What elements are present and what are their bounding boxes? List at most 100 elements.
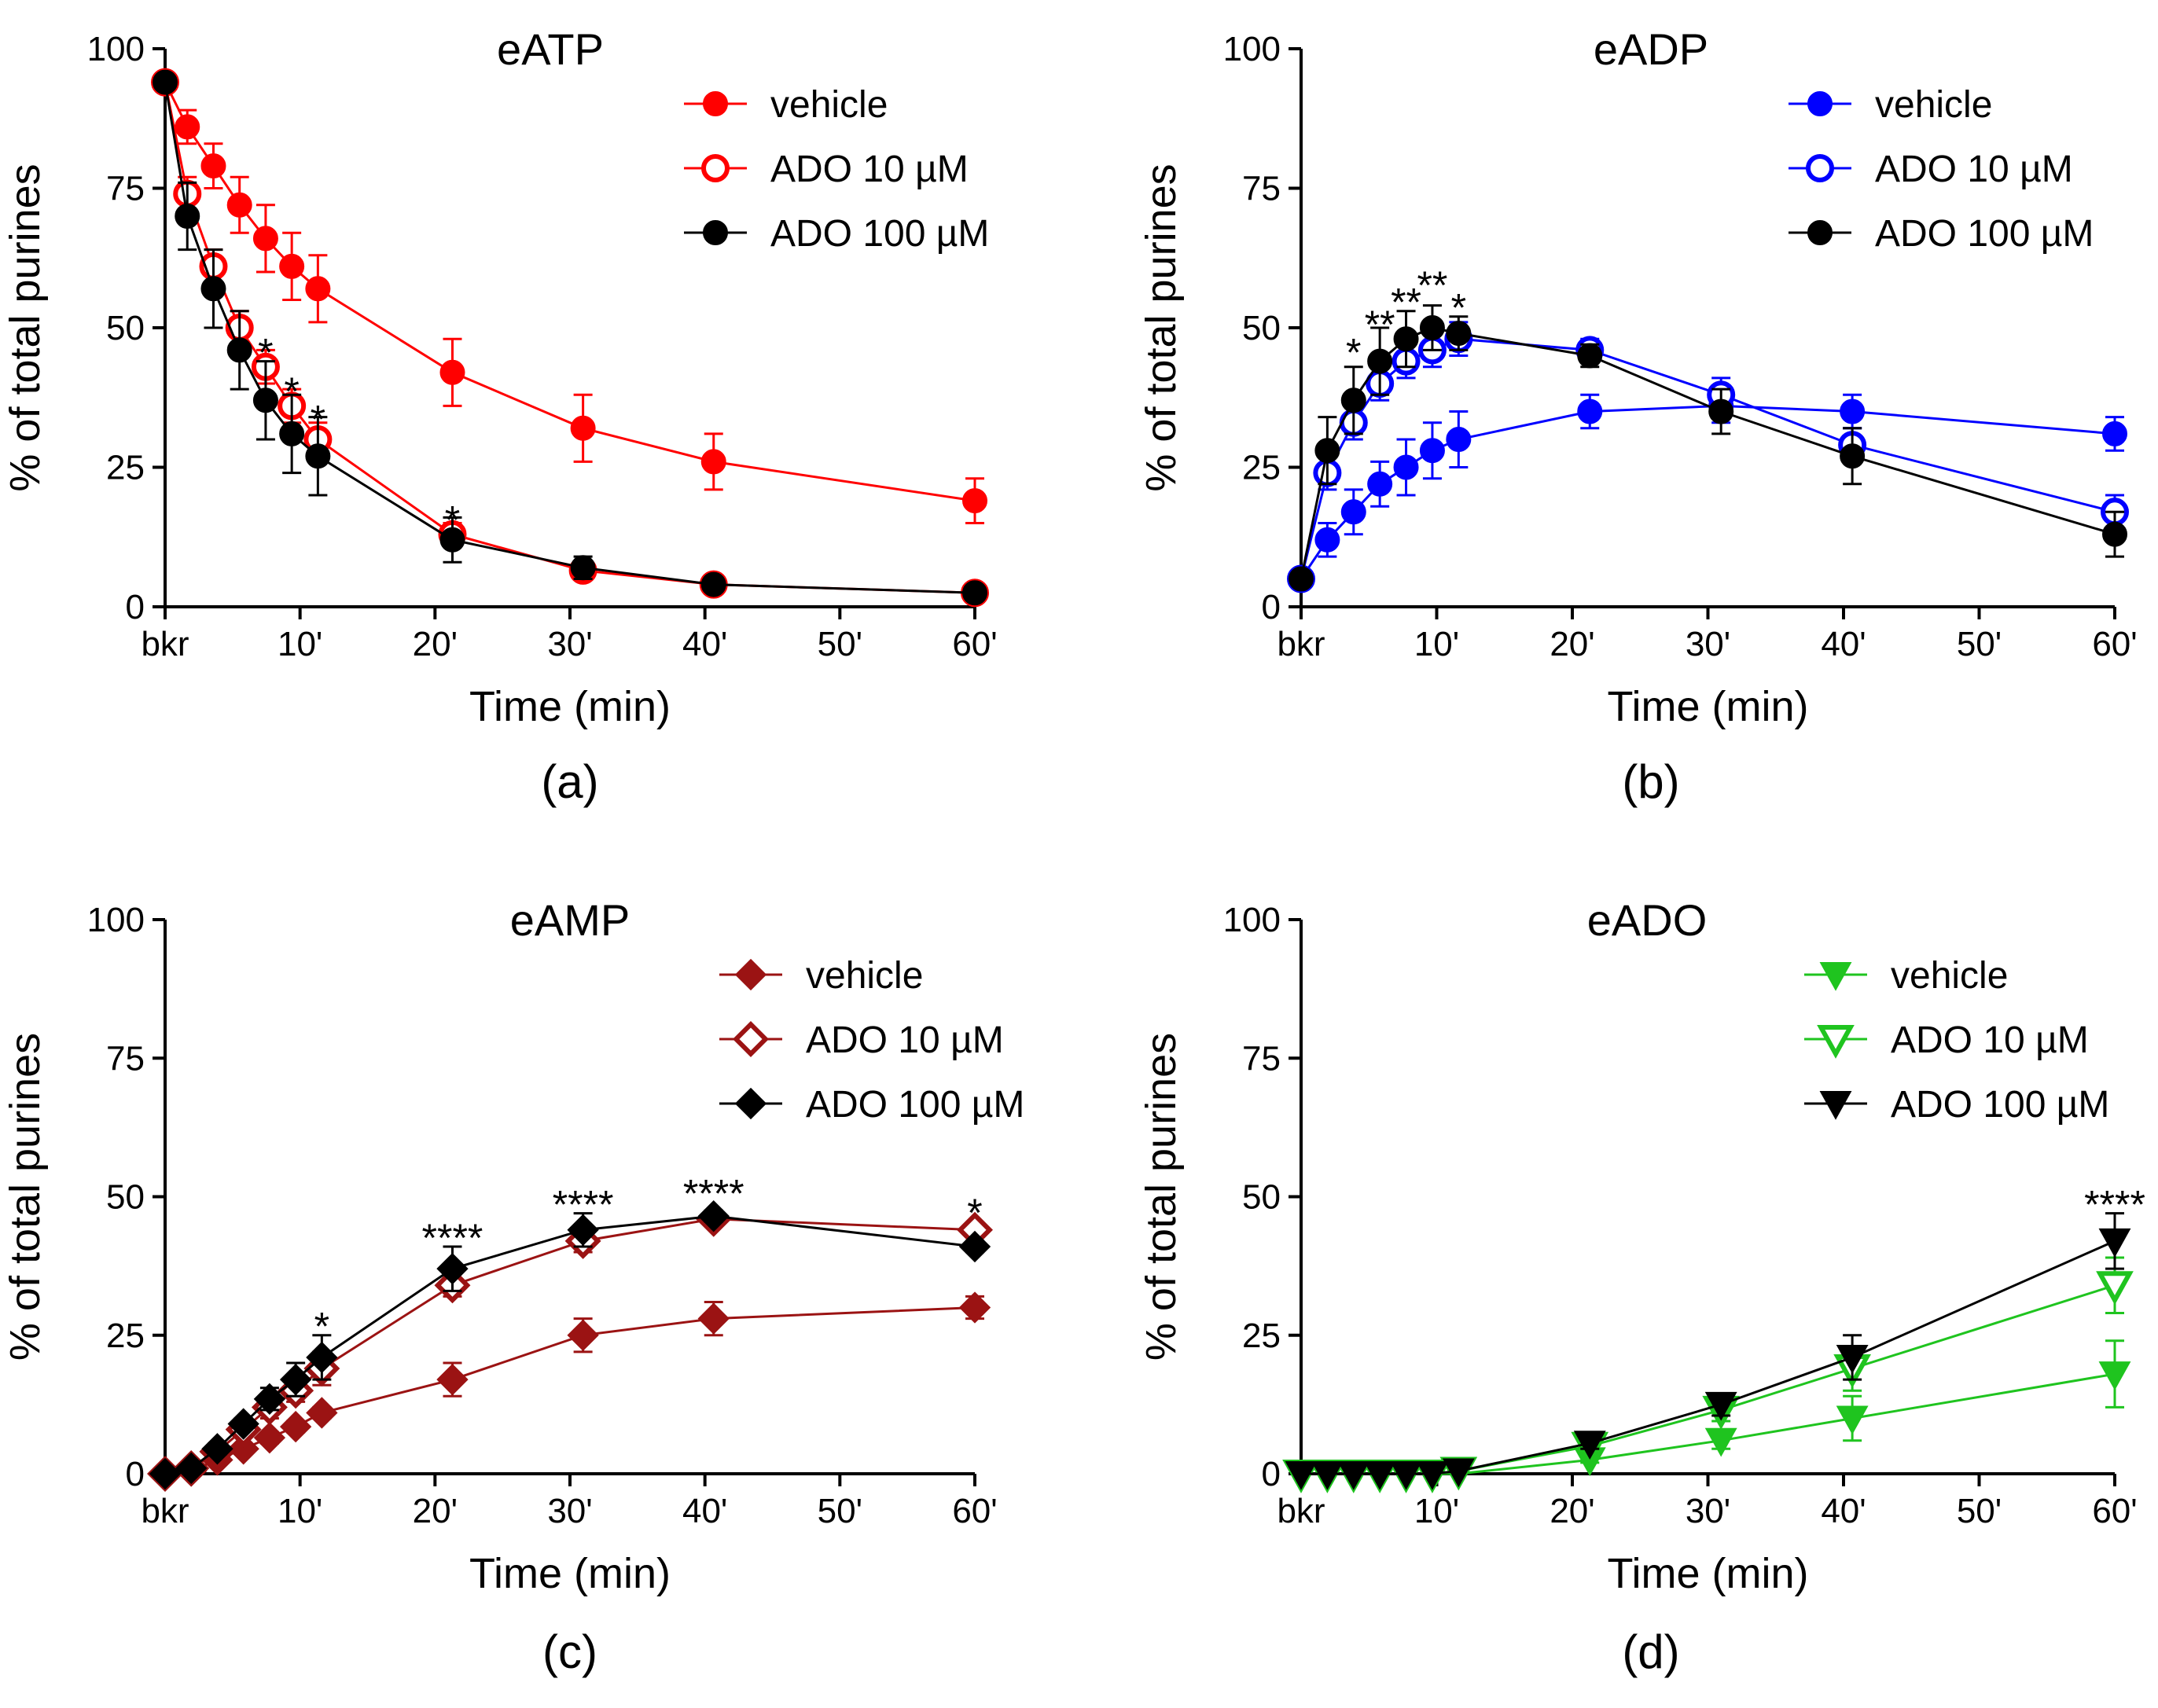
- data-point: [227, 1433, 259, 1465]
- x-tick-label: 30': [1686, 1492, 1730, 1530]
- data-point: [697, 1302, 730, 1335]
- x-axis-label: Time (min): [469, 683, 671, 730]
- series-line: [164, 1218, 976, 1475]
- y-tick-label: 75: [1242, 170, 1281, 208]
- legend-label: ADO 100 µM: [1875, 213, 2094, 255]
- legend-marker: [1819, 962, 1852, 991]
- chart-title: eATP: [497, 24, 604, 74]
- legend-marker: [701, 154, 730, 182]
- x-tick-label: 50': [818, 625, 862, 663]
- data-point: [700, 571, 726, 597]
- data-point: [305, 276, 331, 302]
- y-tick-label: 25: [1242, 449, 1281, 487]
- y-tick-label: 75: [106, 1039, 145, 1078]
- x-tick-label: bkr: [1277, 1492, 1325, 1530]
- y-tick-label: 100: [1223, 30, 1281, 68]
- data-point: [958, 1291, 991, 1324]
- series-line: [1301, 1284, 2116, 1475]
- y-tick-label: 75: [106, 170, 145, 208]
- chart-panel-d: 0 25 50 75 100 bkr 10' 20' 30' 40' 50' 60' Time (min…: [1138, 895, 2145, 1678]
- data-point: [306, 1341, 338, 1374]
- data-point: [1289, 566, 1314, 592]
- significance-label: *: [1451, 286, 1466, 330]
- legend-marker: [703, 91, 728, 116]
- data-point: [1446, 321, 1472, 347]
- legend-label: vehicle: [1891, 955, 2008, 997]
- x-tick-label: 50': [818, 1492, 862, 1530]
- panel-label: (b): [1622, 755, 1679, 808]
- legend-marker: [1807, 91, 1833, 116]
- y-tick-label: 75: [1242, 1039, 1281, 1078]
- data-point: [1840, 399, 1866, 424]
- legend-label: vehicle: [1875, 84, 1992, 126]
- significance-label: *: [284, 369, 299, 413]
- x-tick-label: bkr: [141, 625, 189, 663]
- data-point: [1442, 1458, 1475, 1488]
- significance-label: ****: [422, 1216, 483, 1260]
- data-point: [1285, 1461, 1318, 1490]
- x-tick-label: 60': [952, 625, 997, 663]
- legend-label: ADO 10 µM: [770, 149, 969, 190]
- legend-marker: [1806, 154, 1834, 182]
- x-axis-label: Time (min): [1608, 1550, 1809, 1597]
- series-ado-100-m: [149, 1200, 991, 1490]
- series-ado-100-m: [153, 69, 987, 606]
- legend-label: ADO 100 µM: [806, 1084, 1024, 1126]
- significance-label: ****: [683, 1171, 744, 1215]
- x-tick-label: 60': [2092, 625, 2137, 663]
- data-point: [1393, 326, 1419, 352]
- y-axis-label: % of total purines: [2, 1033, 49, 1361]
- significance-label: ****: [2084, 1183, 2145, 1227]
- data-point: [1577, 399, 1603, 424]
- data-point: [1446, 427, 1472, 452]
- series-ado-10-m: [1287, 321, 2129, 593]
- y-tick-label: 100: [1223, 901, 1281, 939]
- x-tick-label: 30': [547, 1492, 592, 1530]
- data-point: [1314, 527, 1340, 553]
- data-point: [1577, 343, 1603, 369]
- y-axis-label: % of total purines: [2, 163, 49, 491]
- panel-label: (c): [542, 1625, 597, 1678]
- x-tick-label: 50': [1957, 625, 2002, 663]
- data-point: [958, 1230, 991, 1263]
- data-point: [279, 1410, 312, 1443]
- legend-marker: [734, 1087, 767, 1120]
- data-point: [700, 449, 726, 475]
- data-point: [2102, 421, 2127, 446]
- data-point: [253, 1422, 286, 1454]
- data-point: [1419, 438, 1445, 464]
- y-tick-label: 0: [1262, 1455, 1281, 1493]
- x-tick-label: 50': [1957, 1492, 2002, 1530]
- x-tick-label: 30': [1686, 625, 1730, 663]
- series-ado-100-m: [1289, 304, 2127, 592]
- data-point: [1314, 438, 1340, 464]
- x-tick-label: bkr: [1277, 625, 1325, 663]
- data-point: [175, 204, 200, 229]
- data-point: [2098, 1228, 2131, 1258]
- legend-label: ADO 100 µM: [770, 213, 989, 255]
- data-point: [1340, 499, 1366, 525]
- legend-marker: [733, 1021, 769, 1057]
- data-point: [2096, 1271, 2134, 1306]
- data-point: [439, 527, 465, 553]
- data-point: [305, 443, 331, 469]
- significance-label: **: [1391, 281, 1421, 325]
- data-point: [200, 153, 226, 179]
- data-point: [201, 1433, 233, 1465]
- y-tick-label: 25: [106, 449, 145, 487]
- x-axis-label: Time (min): [1608, 683, 1809, 730]
- chart-panel-b: 0 25 50 75 100 bkr 10' 20' 30' 40' 50' 60' Time (min…: [1138, 24, 2138, 808]
- data-point: [1337, 1461, 1370, 1490]
- data-point: [253, 1383, 286, 1415]
- x-tick-label: 60': [2092, 1492, 2137, 1530]
- series-line: [164, 1214, 976, 1475]
- x-tick-label: 30': [547, 625, 592, 663]
- x-tick-label: 40': [682, 625, 727, 663]
- y-tick-label: 50: [1242, 309, 1281, 347]
- y-tick-label: 0: [1262, 588, 1281, 626]
- legend-label: ADO 100 µM: [1891, 1084, 2109, 1126]
- legend-label: vehicle: [770, 84, 888, 126]
- x-tick-label: 10': [278, 625, 322, 663]
- data-point: [436, 1363, 469, 1396]
